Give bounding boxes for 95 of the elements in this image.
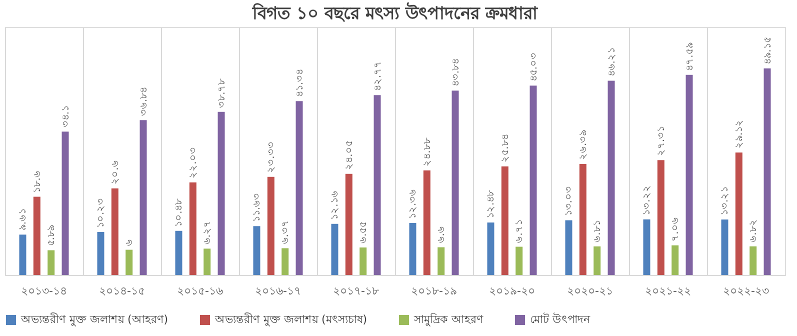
bar	[735, 152, 742, 275]
legend-label: অভ্যন্তরীণ মুক্ত জলাশয় (মৎস্যচাষ)	[214, 313, 368, 326]
data-label: ৫.৮৯	[46, 225, 58, 246]
bar	[643, 219, 650, 275]
data-label: ৬.৫৫	[358, 221, 370, 244]
bar	[608, 80, 615, 275]
bar	[140, 120, 147, 275]
data-label: ২৭.৩১	[656, 126, 667, 156]
data-label: ৬.২৭	[202, 220, 214, 245]
data-label: ২০.৬	[110, 160, 121, 184]
data-label: ১২.৪৮	[486, 189, 497, 219]
bar	[126, 250, 133, 275]
bar	[296, 101, 303, 275]
bar	[594, 246, 601, 275]
data-label: ১১.৬৩	[252, 192, 263, 222]
data-label: ১০.২৩	[96, 198, 107, 228]
bar	[360, 247, 367, 275]
x-tick-label: ২০১৮-১৯	[411, 284, 457, 298]
data-label: ৪৯.১৫	[762, 37, 774, 64]
bar	[267, 176, 274, 275]
data-label: ৭.০৬	[670, 217, 682, 242]
x-tick-label: ২০১৩-১৪	[21, 284, 67, 298]
bar	[33, 196, 40, 275]
bar	[331, 224, 338, 275]
data-label: ৩৪.১	[60, 105, 72, 128]
data-label: ১৮.৬	[32, 170, 43, 193]
data-label: ২৩.৩৩	[266, 142, 277, 173]
bar	[452, 90, 459, 275]
bar	[516, 246, 523, 275]
bar	[501, 166, 508, 275]
legend-label: মোট উৎপাদন	[530, 313, 590, 326]
x-tick-label: ২০২০-২১	[567, 284, 613, 298]
bar	[345, 174, 352, 275]
x-tick-label: ২০১৭-১৮	[333, 284, 379, 298]
bar	[19, 234, 26, 275]
data-label: ২৪.০৫	[344, 140, 355, 170]
bar	[204, 248, 211, 275]
data-label: ৪৬.২১	[606, 48, 618, 77]
bar	[530, 86, 537, 275]
bar	[438, 247, 445, 275]
bar	[423, 170, 430, 275]
data-label: ২২.০৩	[188, 147, 199, 178]
bar	[487, 222, 494, 275]
data-label: ৩৬.৮৪	[138, 86, 150, 116]
bar	[218, 112, 225, 275]
data-label: ৬.৮১	[592, 220, 604, 242]
bar	[657, 160, 664, 275]
bar	[253, 226, 260, 275]
bar	[48, 250, 55, 275]
x-tick-label: ২০১৬-১৭	[255, 284, 301, 298]
data-label: ৩৮.৭৮	[216, 78, 228, 108]
x-tick-label: ২০২১-২২	[645, 284, 691, 298]
legend-label: সামুদ্রিক আহরণ	[413, 313, 484, 326]
bar	[97, 232, 104, 275]
bar	[374, 95, 381, 275]
bar	[189, 182, 196, 275]
x-tick-label: ২০১৯-২০	[489, 284, 535, 298]
bar	[62, 132, 69, 275]
legend-label: অভ্যন্তরীণ মুক্ত জলাশয় (আহরণ)	[20, 313, 168, 326]
data-label: ৯.৬১	[18, 208, 29, 231]
bar	[111, 188, 118, 275]
data-label: ৬.৩৭	[280, 220, 292, 244]
data-label: ১২.১৬	[330, 190, 341, 220]
data-label: ২৪.৮৮	[422, 137, 433, 166]
data-label: ২৫.৮৪	[500, 134, 511, 162]
bar	[579, 164, 586, 275]
data-label: ১৩.২২	[642, 185, 653, 216]
bar	[565, 220, 572, 275]
data-label: ৬.৬	[436, 226, 448, 244]
data-label: ৬.৮২	[748, 219, 760, 242]
bar	[282, 248, 289, 275]
data-label: ৬	[124, 238, 136, 246]
data-label: ৪৫.০৩	[528, 52, 540, 82]
bar	[409, 223, 416, 275]
x-tick-label: ২০২২-২৩	[723, 284, 769, 298]
data-label: ১০.৪৮	[174, 198, 185, 227]
bar	[764, 68, 771, 275]
data-label: ৪১.৩৪	[294, 68, 306, 98]
x-tick-label: ২০১৪-১৫	[99, 284, 145, 298]
bar	[686, 74, 693, 275]
data-label: ১৩.০৩	[564, 186, 575, 216]
data-label: ২৯.১২	[734, 119, 745, 149]
data-label: ২৬.৩৯	[578, 130, 589, 160]
data-label: ৪৭.৫৯	[684, 42, 696, 71]
data-label: ৪২.৭৭	[372, 60, 384, 92]
data-label: ১৩.২১	[720, 186, 731, 216]
data-label: ১২.৩৬	[408, 188, 419, 220]
bar	[175, 230, 182, 275]
bar	[750, 246, 757, 275]
data-label: ৪৩.৮৪	[450, 58, 462, 87]
data-label: ৬.৭১	[514, 220, 526, 243]
bar	[721, 219, 728, 275]
bar	[672, 245, 679, 275]
chart-title: বিগত ১০ বছরে মৎস্য উৎপাদনের ক্রমধারা	[252, 2, 538, 24]
x-tick-label: ২০১৫-১৬	[177, 284, 223, 298]
